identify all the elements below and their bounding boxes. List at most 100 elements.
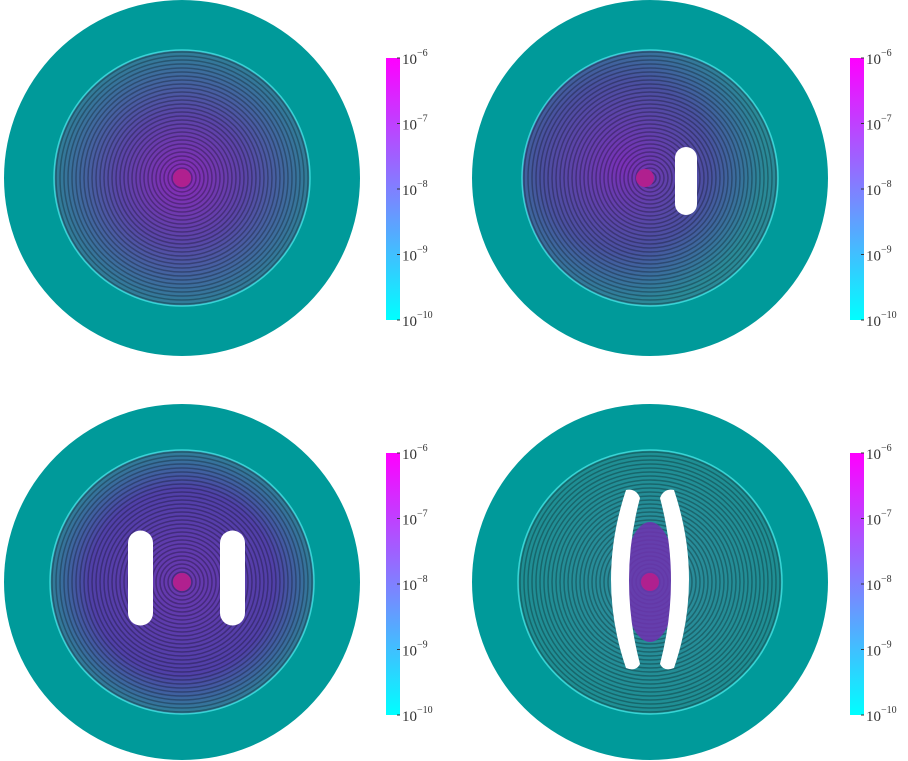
wave-ring — [531, 59, 769, 297]
wave-ring — [63, 463, 301, 701]
wave-ring — [79, 479, 285, 685]
colorbar-label-base: 10 — [402, 513, 417, 529]
colorbar-label: 10−6 — [402, 443, 428, 463]
wave-ring — [111, 107, 253, 249]
wave-ring — [147, 143, 217, 213]
wave-ring — [527, 55, 773, 301]
colorbar-label: 10−10 — [402, 705, 433, 725]
colorbar-label: 10−7 — [866, 509, 892, 529]
colorbar-label-base: 10 — [402, 249, 417, 265]
colorbar-label-base: 10 — [402, 118, 417, 134]
wave-ring — [563, 495, 737, 669]
colorbar-label-base: 10 — [866, 644, 881, 660]
wave-ring — [575, 507, 725, 657]
colorbar-label-exponent: −7 — [881, 114, 892, 125]
panel: 10−610−710−810−910−10 — [472, 0, 897, 356]
wave-ring — [587, 115, 713, 241]
wave-ring — [171, 167, 193, 189]
colorbar-label-exponent: −7 — [417, 509, 428, 520]
obstacle — [660, 489, 689, 670]
source — [173, 169, 191, 187]
wave-ring — [595, 123, 705, 233]
wave-ring — [103, 503, 261, 661]
colorbar-label-base: 10 — [866, 447, 881, 463]
colorbar-label: 10−9 — [402, 640, 428, 660]
wave-ring — [547, 479, 753, 685]
wave-ring — [87, 83, 277, 273]
wave-ring — [143, 139, 221, 217]
colorbar-label-exponent: −8 — [881, 179, 892, 190]
wave-ring — [567, 499, 733, 665]
wave-ring — [55, 51, 309, 305]
obstacle — [220, 530, 245, 626]
source — [636, 169, 654, 187]
colorbar-label: 10−10 — [866, 705, 897, 725]
colorbar-label-exponent: −10 — [881, 310, 897, 321]
colorbar — [850, 58, 864, 320]
colorbar-label-exponent: −7 — [881, 509, 892, 520]
colorbar-label-exponent: −8 — [881, 574, 892, 585]
panel: 10−610−710−810−910−10 — [472, 404, 897, 760]
wave-ring — [575, 103, 725, 253]
colorbar-label-base: 10 — [402, 314, 417, 330]
colorbar-label-base: 10 — [402, 183, 417, 199]
wave-ring — [583, 515, 717, 649]
wave-ring — [587, 519, 713, 645]
panel: 10−610−710−810−910−10 — [4, 404, 433, 760]
obstacle — [675, 147, 697, 215]
wave-ring — [583, 111, 717, 245]
wave-ring — [67, 467, 297, 697]
wave-ring — [95, 495, 269, 669]
wave-ring — [579, 107, 721, 249]
colorbar-label-exponent: −6 — [417, 443, 428, 454]
wave-ring — [127, 123, 237, 233]
wave-ring — [539, 67, 761, 289]
wave-ring — [571, 503, 729, 661]
wave-ring — [531, 463, 769, 701]
wave-ring — [591, 119, 709, 237]
wave-ring — [551, 79, 749, 277]
wave-ring — [167, 163, 197, 193]
wave-ring — [535, 63, 765, 293]
colorbar-label: 10−7 — [402, 114, 428, 134]
wave-ring — [59, 459, 305, 705]
wave-ring — [87, 487, 277, 677]
wave-ring — [55, 455, 309, 709]
wave-ring — [131, 127, 233, 229]
wave-ring — [535, 467, 765, 697]
colorbar-label-base: 10 — [402, 447, 417, 463]
obstacle — [128, 530, 153, 626]
colorbar-label-base: 10 — [402, 578, 417, 594]
wave-ring — [99, 499, 265, 665]
colorbar-label-exponent: −10 — [417, 310, 433, 321]
colorbar-label-base: 10 — [866, 183, 881, 199]
wave-ring — [555, 83, 745, 273]
wave-ring — [123, 119, 241, 237]
wave-ring — [95, 91, 269, 265]
colorbar-label-base: 10 — [866, 118, 881, 134]
colorbar — [386, 58, 400, 320]
wave-ring — [71, 471, 293, 693]
colorbar-label-base: 10 — [402, 644, 417, 660]
colorbar-label-exponent: −8 — [417, 574, 428, 585]
wave-ring — [107, 507, 257, 657]
colorbar-label-exponent: −6 — [417, 48, 428, 59]
colorbar-label-base: 10 — [866, 249, 881, 265]
colorbar-label: 10−9 — [866, 245, 892, 265]
colorbar-label-exponent: −8 — [417, 179, 428, 190]
colorbar-label: 10−8 — [402, 574, 428, 594]
wave-ring — [159, 559, 205, 605]
wave-ring — [171, 571, 193, 593]
wave-ring — [539, 471, 761, 693]
colorbar-label: 10−10 — [402, 310, 433, 330]
wave-ring — [579, 511, 721, 653]
wave-ring — [71, 67, 293, 289]
wave-ring — [543, 475, 757, 689]
wave-ring — [91, 87, 273, 269]
field-edge — [53, 49, 311, 307]
colorbar-label: 10−8 — [866, 574, 892, 594]
wave-ring — [163, 159, 201, 197]
wave-ring — [523, 455, 777, 709]
wave-ring — [115, 111, 249, 245]
